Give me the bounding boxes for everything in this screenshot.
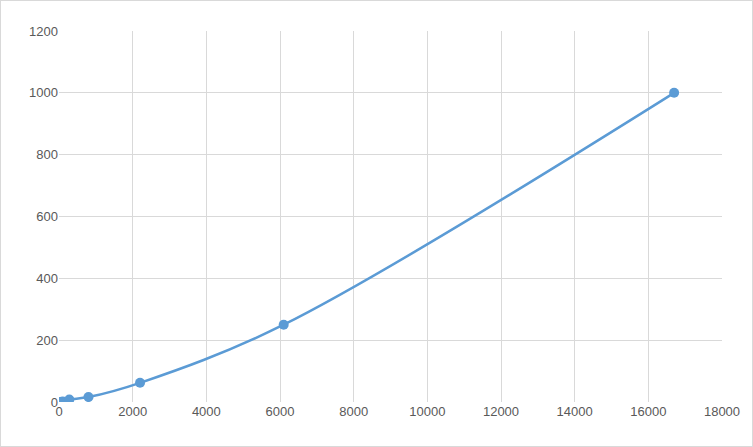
svg-text:16000: 16000 xyxy=(630,404,666,419)
svg-text:18000: 18000 xyxy=(704,404,740,419)
svg-text:4000: 4000 xyxy=(192,404,221,419)
svg-text:400: 400 xyxy=(36,271,58,286)
svg-text:10000: 10000 xyxy=(409,404,445,419)
svg-text:12000: 12000 xyxy=(483,404,519,419)
svg-text:0: 0 xyxy=(55,404,62,419)
svg-text:600: 600 xyxy=(36,209,58,224)
svg-text:0: 0 xyxy=(51,395,58,410)
svg-text:2000: 2000 xyxy=(118,404,147,419)
svg-text:200: 200 xyxy=(36,333,58,348)
svg-text:14000: 14000 xyxy=(557,404,593,419)
svg-text:1200: 1200 xyxy=(29,24,58,39)
svg-text:800: 800 xyxy=(36,147,58,162)
svg-text:6000: 6000 xyxy=(266,404,295,419)
svg-text:1000: 1000 xyxy=(29,85,58,100)
svg-text:8000: 8000 xyxy=(339,404,368,419)
